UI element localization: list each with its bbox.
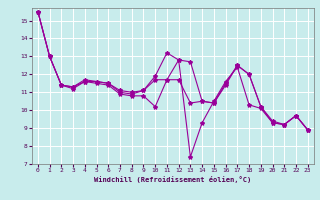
X-axis label: Windchill (Refroidissement éolien,°C): Windchill (Refroidissement éolien,°C) [94,176,252,183]
